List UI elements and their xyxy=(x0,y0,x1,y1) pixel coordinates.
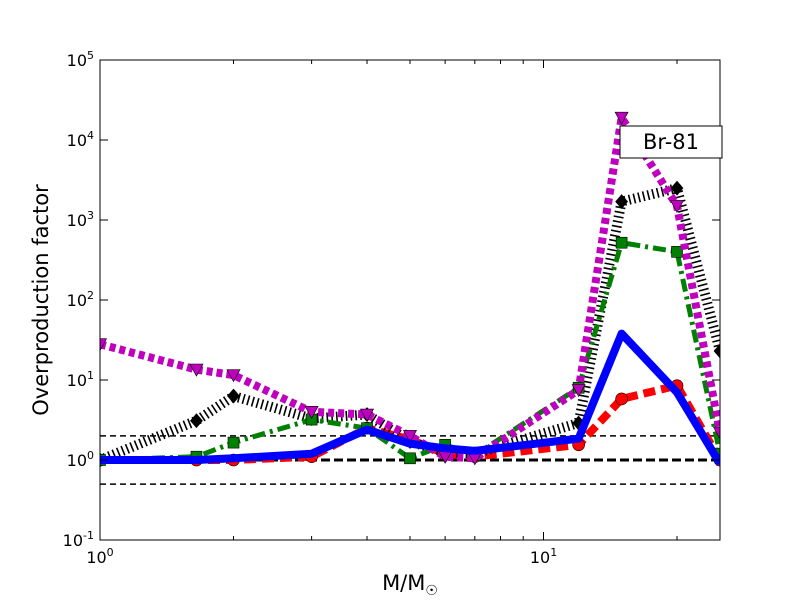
x-tick-label-0: 100 xyxy=(86,546,113,567)
series-3-point-9 xyxy=(614,111,629,125)
annotation-box: Br-81 xyxy=(619,125,723,159)
series-3-line xyxy=(100,113,720,463)
y-tick-base: 10 xyxy=(63,531,83,550)
y-tick-exp: 5 xyxy=(87,49,94,62)
series-3-point-5 xyxy=(402,430,418,444)
y-tick-base: 10 xyxy=(67,211,87,230)
y-tick-label-5: 104 xyxy=(67,129,94,150)
series-3-point-0 xyxy=(100,338,108,352)
y-tick-base: 10 xyxy=(67,291,87,310)
series-1 xyxy=(100,180,720,468)
y-tick-label-6: 105 xyxy=(67,49,94,70)
y-tick-label-1: 100 xyxy=(67,449,94,470)
series-3-point-2 xyxy=(226,369,241,383)
y-tick-exp: 4 xyxy=(87,129,94,142)
y-tick-exp: 2 xyxy=(87,289,94,302)
series-2-point-2 xyxy=(227,436,240,449)
series-0-point-9 xyxy=(615,392,628,406)
y-tick-label-3: 102 xyxy=(67,289,94,310)
series-2-point-5 xyxy=(404,452,416,465)
x-tick-base: 10 xyxy=(530,548,550,567)
series-3-point-8 xyxy=(571,384,586,398)
series-layer xyxy=(100,111,720,468)
x-tick-base: 10 xyxy=(86,548,106,567)
y-tick-exp: 3 xyxy=(87,209,94,222)
series-3-point-4 xyxy=(360,408,375,422)
series-2-point-10 xyxy=(671,246,683,258)
series-3-point-11 xyxy=(712,426,720,440)
series-3-point-3 xyxy=(304,406,319,419)
series-2-line xyxy=(100,240,720,463)
series-1-point-9 xyxy=(615,194,629,210)
series-2-point-9 xyxy=(615,236,628,249)
series-1-point-1 xyxy=(190,413,203,429)
x-tick-exp: 1 xyxy=(550,546,557,559)
y-axis-label: Overproduction factor xyxy=(29,184,53,416)
series-3-point-1 xyxy=(189,363,204,377)
y-tick-label-2: 101 xyxy=(67,369,94,390)
y-tick-base: 10 xyxy=(67,51,87,70)
x-axis-label-subscript: ☉ xyxy=(425,583,438,599)
x-tick-label-1: 101 xyxy=(530,546,557,567)
series-1-point-2 xyxy=(227,388,240,404)
annotation-frame xyxy=(619,125,723,159)
series-4-line xyxy=(100,329,720,466)
series-3 xyxy=(100,111,720,466)
series-1-point-11 xyxy=(713,343,720,359)
x-tick-exp: 0 xyxy=(107,546,114,559)
x-axis-label: M/M☉ xyxy=(382,571,438,599)
y-tick-base: 10 xyxy=(67,451,87,470)
y-tick-base: 10 xyxy=(67,131,87,150)
annotation-text: Br-81 xyxy=(643,130,699,154)
y-tick-exp: -1 xyxy=(83,529,94,542)
series-3-point-10 xyxy=(670,200,685,214)
y-tick-exp: 0 xyxy=(87,449,94,462)
y-tick-exp: 1 xyxy=(87,369,94,382)
series-4 xyxy=(100,329,720,466)
y-tick-label-0: 10-1 xyxy=(63,529,94,550)
x-axis-label-main: M/M xyxy=(382,571,425,595)
y-tick-label-4: 103 xyxy=(67,209,94,230)
series-1-point-10 xyxy=(670,180,684,196)
y-tick-base: 10 xyxy=(67,371,87,390)
